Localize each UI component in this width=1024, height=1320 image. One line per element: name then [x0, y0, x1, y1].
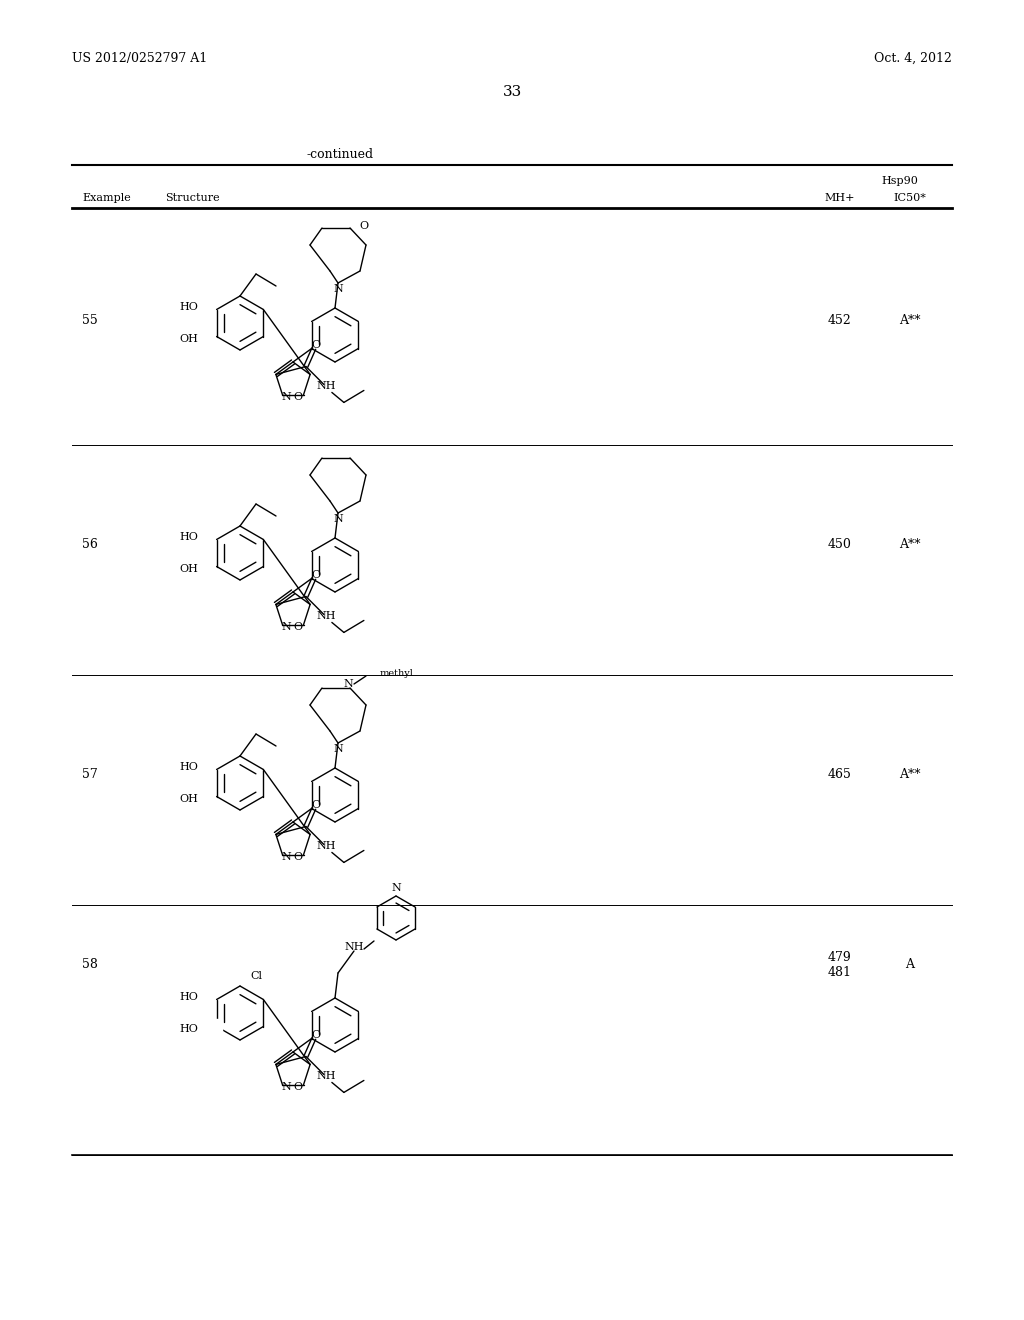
- Text: N: N: [391, 883, 400, 894]
- Text: OH: OH: [180, 793, 199, 804]
- Text: HO: HO: [180, 1023, 199, 1034]
- Text: NH: NH: [316, 1072, 336, 1081]
- Text: 55: 55: [82, 314, 97, 326]
- Text: 452: 452: [828, 314, 852, 326]
- Text: A**: A**: [899, 768, 921, 781]
- Text: O: O: [293, 392, 302, 401]
- Text: 57: 57: [82, 768, 97, 781]
- Text: N: N: [282, 392, 291, 401]
- Text: Structure: Structure: [165, 193, 219, 203]
- Text: O: O: [359, 220, 369, 231]
- Text: -continued: -continued: [306, 148, 374, 161]
- Text: O: O: [311, 570, 321, 581]
- Text: Hsp90: Hsp90: [882, 176, 919, 186]
- Text: NH: NH: [316, 841, 336, 851]
- Text: O: O: [311, 800, 321, 810]
- Text: O: O: [311, 341, 321, 350]
- Text: 479
481: 479 481: [828, 950, 852, 979]
- Text: OH: OH: [180, 564, 199, 573]
- Text: 33: 33: [503, 84, 521, 99]
- Text: IC50*: IC50*: [894, 193, 927, 203]
- Text: Oct. 4, 2012: Oct. 4, 2012: [874, 51, 952, 65]
- Text: N: N: [343, 678, 353, 689]
- Text: O: O: [293, 622, 302, 631]
- Text: Cl: Cl: [250, 972, 262, 981]
- Text: OH: OH: [180, 334, 199, 343]
- Text: HO: HO: [180, 763, 199, 772]
- Text: NH: NH: [316, 611, 336, 622]
- Text: 58: 58: [82, 958, 98, 972]
- Text: US 2012/0252797 A1: US 2012/0252797 A1: [72, 51, 207, 65]
- Text: N: N: [333, 744, 343, 754]
- Text: A**: A**: [899, 314, 921, 326]
- Text: A**: A**: [899, 539, 921, 552]
- Text: NH: NH: [316, 381, 336, 392]
- Text: OH: OH: [180, 1023, 199, 1034]
- Text: methyl: methyl: [380, 669, 414, 678]
- Text: 450: 450: [828, 539, 852, 552]
- Bar: [167, 1019, 221, 1036]
- Text: O: O: [293, 851, 302, 862]
- Text: N: N: [282, 622, 291, 631]
- Text: HO: HO: [180, 302, 199, 313]
- Text: N: N: [333, 284, 343, 294]
- Text: O: O: [311, 1031, 321, 1040]
- Text: N: N: [282, 851, 291, 862]
- Text: 56: 56: [82, 539, 98, 552]
- Text: 465: 465: [828, 768, 852, 781]
- Text: N: N: [282, 1081, 291, 1092]
- Text: N: N: [333, 513, 343, 524]
- Text: MH+: MH+: [824, 193, 855, 203]
- Text: Example: Example: [82, 193, 131, 203]
- Text: A: A: [905, 958, 914, 972]
- Text: HO: HO: [180, 993, 199, 1002]
- Text: HO: HO: [180, 532, 199, 543]
- Text: NH: NH: [344, 942, 364, 952]
- Text: O: O: [293, 1081, 302, 1092]
